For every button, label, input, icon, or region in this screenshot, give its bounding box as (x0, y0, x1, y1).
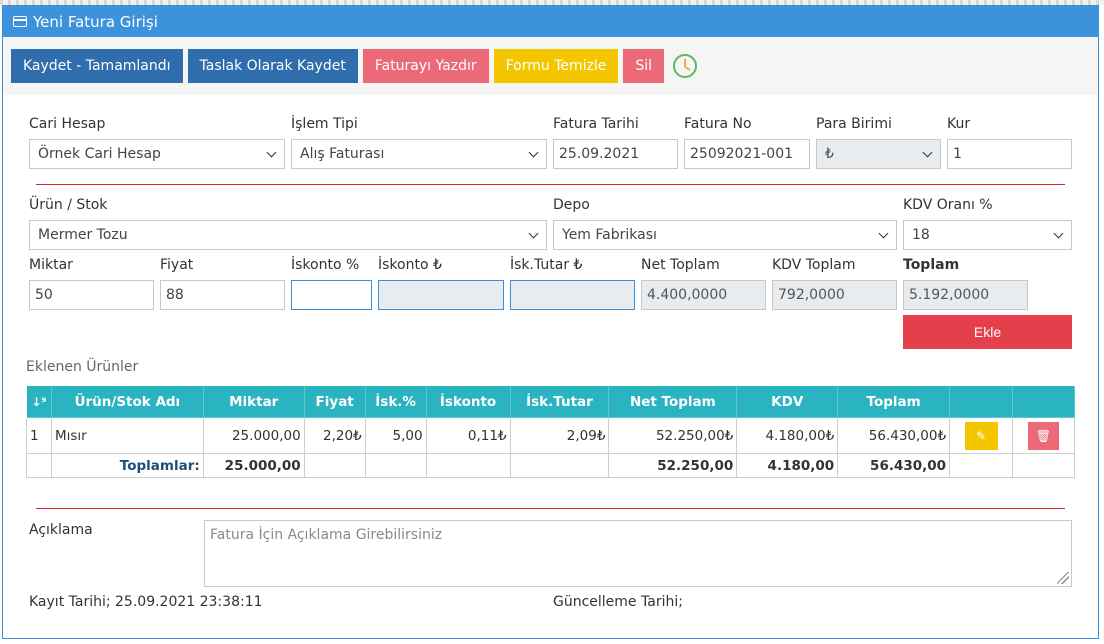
miktar-label: Miktar (29, 257, 73, 273)
aciklama-placeholder: Fatura İçin Açıklama Girebilirsiniz (210, 527, 443, 543)
fatura-tarihi-input[interactable]: 25.09.2021 (553, 139, 678, 169)
col-toplam[interactable]: Toplam (837, 385, 951, 418)
divider-bottom (36, 508, 1065, 509)
kdv-orani-label: KDV Oranı % (903, 197, 993, 213)
table-row: 1 Mısır 25.000,00 2,20₺ 5,00 0,11₺ 2,09₺… (26, 417, 1076, 454)
toolbar: Kaydet - Tamamlandı Taslak Olarak Kaydet… (3, 37, 1098, 95)
clear-form-button[interactable]: Formu Temizle (493, 49, 619, 83)
save-draft-button[interactable]: Taslak Olarak Kaydet (187, 49, 358, 83)
kur-label: Kur (947, 116, 971, 132)
aciklama-label: Açıklama (29, 522, 93, 538)
kayit-tarihi: Kayıt Tarihi; 25.09.2021 23:38:11 (29, 594, 263, 610)
cari-hesap-label: Cari Hesap (29, 116, 106, 132)
depo-select[interactable]: Yem Fabrikası (553, 220, 897, 250)
urun-stok-label: Ürün / Stok (29, 197, 108, 213)
col-urun-stok-adi[interactable]: Ürün/Stok Adı (50, 385, 204, 418)
row-iskonto: 0,11₺ (425, 417, 511, 454)
row-fiyat: 2,20₺ (303, 417, 366, 454)
depo-label: Depo (553, 197, 590, 213)
row-toplam: 56.430,00₺ (837, 417, 951, 454)
col-edit (949, 385, 1013, 418)
row-edit-cell: ✎ (949, 417, 1013, 454)
trash-icon[interactable]: 🗑 (1027, 421, 1059, 450)
panel-title: Yeni Fatura Girişi (33, 12, 158, 31)
totals-net: 52.250,00 (608, 453, 738, 478)
row-net: 52.250,00₺ (608, 417, 738, 454)
row-miktar: 25.000,00 (202, 417, 305, 454)
row-delete-cell: 🗑 (1011, 417, 1076, 454)
print-invoice-button[interactable]: Faturayı Yazdır (362, 49, 489, 83)
fiyat-input[interactable]: 88 (160, 280, 285, 310)
added-products-title: Eklenen Ürünler (26, 359, 139, 375)
table-header-row: ↓⁹ Ürün/Stok Adı Miktar Fiyat İsk.% İsko… (26, 385, 1076, 418)
para-birimi-select[interactable]: ₺ (816, 139, 941, 169)
products-table: ↓⁹ Ürün/Stok Adı Miktar Fiyat İsk.% İsko… (26, 385, 1076, 478)
net-toplam-field: 4.400,0000 (641, 280, 766, 310)
col-iskonto[interactable]: İskonto (425, 385, 511, 418)
col-kdv[interactable]: KDV (736, 385, 839, 418)
divider (36, 184, 1065, 185)
delete-button[interactable]: Sil (623, 49, 665, 83)
urun-stok-select[interactable]: Mermer Tozu (29, 220, 547, 250)
row-isk-pct: 5,00 (364, 417, 427, 454)
totals-miktar: 25.000,00 (202, 453, 305, 478)
col-fiyat[interactable]: Fiyat (303, 385, 366, 418)
row-no: 1 (26, 417, 52, 454)
edit-icon[interactable]: ✎ (964, 421, 998, 450)
guncelleme-tarihi: Güncelleme Tarihi; (553, 594, 683, 610)
row-isk-tutar: 2,09₺ (509, 417, 610, 454)
fatura-no-input[interactable]: 25092021-001 (684, 139, 810, 169)
kdv-toplam-label: KDV Toplam (772, 257, 856, 273)
islem-tipi-select[interactable]: Alış Faturası (291, 139, 547, 169)
totals-label: Toplamlar: (50, 453, 204, 478)
totals-kdv: 4.180,00 (736, 453, 839, 478)
kdv-toplam-field: 792,0000 (772, 280, 897, 310)
iskonto-tl-label: İskonto ₺ (378, 257, 442, 273)
iskonto-pct-input[interactable] (291, 280, 372, 310)
col-isk-pct[interactable]: İsk.% (364, 385, 427, 418)
net-toplam-label: Net Toplam (641, 257, 720, 273)
fatura-tarihi-label: Fatura Tarihi (553, 116, 639, 132)
sort-numeric-icon[interactable]: ↓⁹ (26, 385, 52, 418)
toplam-field: 5.192,0000 (903, 280, 1028, 310)
aciklama-textarea[interactable]: Fatura İçin Açıklama Girebilirsiniz (204, 520, 1072, 587)
fiyat-label: Fiyat (160, 257, 194, 273)
top-strip (0, 0, 1104, 5)
cari-hesap-select[interactable]: Örnek Cari Hesap (29, 139, 285, 169)
kdv-orani-select[interactable]: 18 (903, 220, 1072, 250)
iskonto-pct-label: İskonto % (291, 257, 360, 273)
add-product-button[interactable]: Ekle (903, 315, 1072, 349)
totals-row: Toplamlar: 25.000,00 52.250,00 4.180,00 … (26, 453, 1076, 478)
totals-toplam: 56.430,00 (837, 453, 951, 478)
col-delete (1011, 385, 1076, 418)
col-miktar[interactable]: Miktar (202, 385, 305, 418)
panel-header: Yeni Fatura Girişi (3, 6, 1098, 37)
para-birimi-label: Para Birimi (816, 116, 892, 132)
credit-card-icon (13, 16, 27, 27)
resize-handle-icon[interactable] (1057, 572, 1069, 584)
isk-tutar-input[interactable] (510, 280, 635, 310)
fatura-no-label: Fatura No (684, 116, 752, 132)
col-net-toplam[interactable]: Net Toplam (608, 385, 738, 418)
row-kdv: 4.180,00₺ (736, 417, 839, 454)
clock-icon[interactable] (673, 54, 698, 78)
save-complete-button[interactable]: Kaydet - Tamamlandı (11, 49, 183, 83)
iskonto-tl-input[interactable] (378, 280, 504, 310)
islem-tipi-label: İşlem Tipi (291, 116, 358, 132)
isk-tutar-label: İsk.Tutar ₺ (510, 257, 583, 273)
invoice-panel: Yeni Fatura Girişi Kaydet - Tamamlandı T… (2, 5, 1099, 639)
kur-input[interactable]: 1 (947, 139, 1072, 169)
col-isk-tutar[interactable]: İsk.Tutar (509, 385, 610, 418)
row-name: Mısır (50, 417, 204, 454)
toplam-label: Toplam (903, 257, 960, 273)
miktar-input[interactable]: 50 (29, 280, 154, 310)
